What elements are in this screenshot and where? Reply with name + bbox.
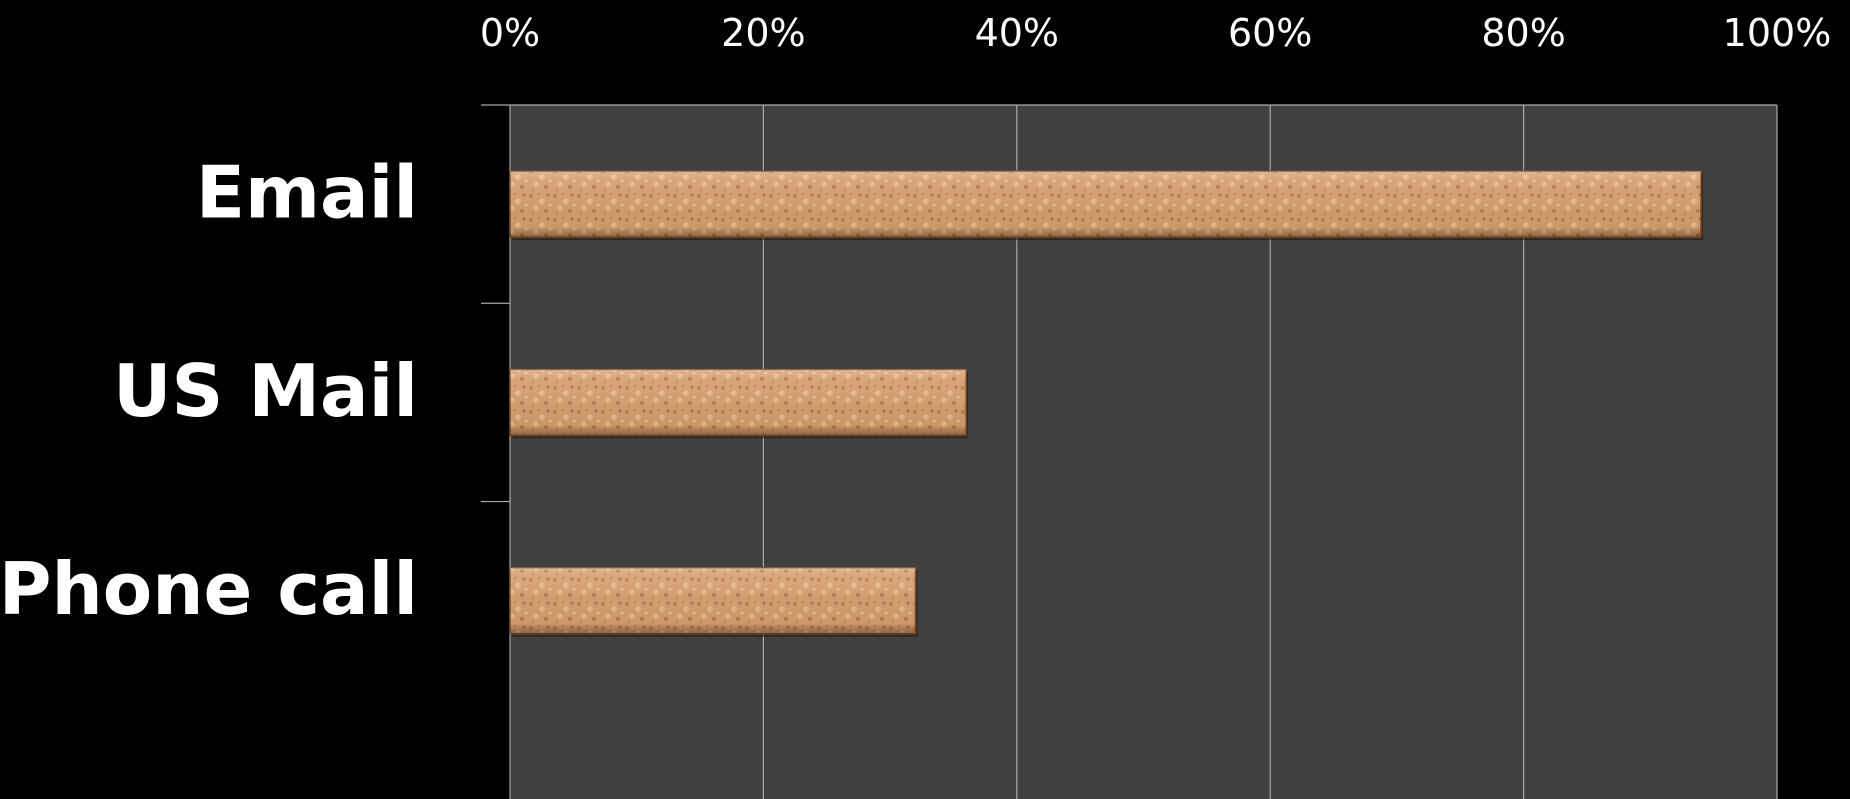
bars	[509, 170, 1703, 637]
category-label: Email	[196, 151, 418, 235]
bar-phone-call	[509, 566, 918, 637]
x-tick-label: 40%	[975, 11, 1059, 55]
category-label: Phone call	[0, 547, 418, 631]
x-tick-label: 0%	[480, 11, 540, 55]
x-tick-label: 100%	[1723, 11, 1832, 55]
bar-us-mail	[509, 368, 969, 439]
bar-email	[509, 170, 1703, 241]
bar-highlight	[510, 369, 967, 436]
category-labels: Email US Mail Phone call	[0, 151, 418, 632]
bar-highlight	[510, 567, 916, 634]
x-tick-label: 20%	[721, 11, 805, 55]
category-label: US Mail	[113, 349, 418, 433]
x-tick-label: 60%	[1228, 11, 1312, 55]
bar-highlight	[510, 171, 1701, 238]
x-axis-tick-labels: 0% 20% 40% 60% 80% 100%	[480, 11, 1831, 55]
category-axis-ticks	[481, 104, 510, 503]
x-tick-label: 80%	[1481, 11, 1565, 55]
